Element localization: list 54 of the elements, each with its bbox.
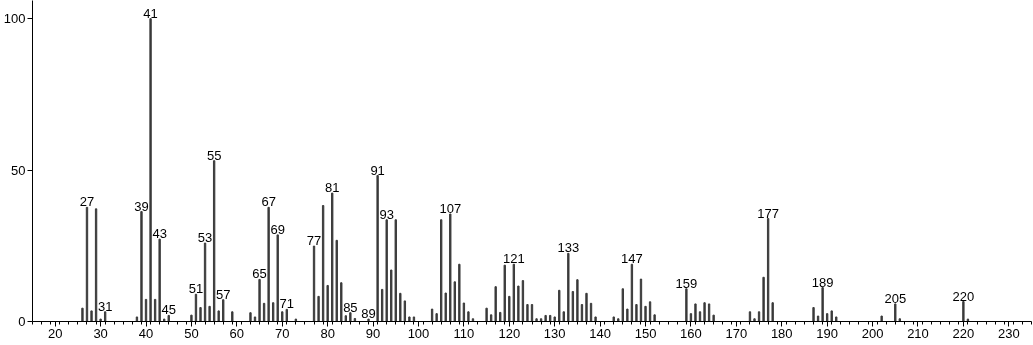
annotation: 133 <box>557 240 580 256</box>
annotation: 159 <box>675 275 698 291</box>
annotation: 45 <box>161 302 176 318</box>
y-tick-label: 0 <box>18 314 26 329</box>
annotation: 85 <box>343 299 358 315</box>
annotation: 43 <box>152 226 167 242</box>
annotation: 77 <box>306 233 322 249</box>
annotation: 107 <box>439 201 462 216</box>
y-tick-label: 100 <box>3 11 26 27</box>
x-tick-label: 230 <box>997 325 1020 341</box>
x-tick-label: 110 <box>453 325 475 341</box>
annotation: 39 <box>134 198 149 214</box>
annotation: 65 <box>252 266 267 282</box>
annotation: 220 <box>952 288 975 304</box>
annotation: 57 <box>215 286 231 302</box>
annotation: 67 <box>261 194 276 210</box>
annotation: 205 <box>884 290 907 306</box>
annotation: 31 <box>97 298 113 314</box>
annotation: 51 <box>188 281 204 297</box>
annotation: 41 <box>143 5 158 21</box>
annotation: 147 <box>621 251 643 267</box>
x-tick-label: 50 <box>184 325 199 341</box>
x-tick-label: 40 <box>138 325 154 341</box>
annotation: 91 <box>370 162 385 178</box>
annotation: 69 <box>270 221 285 237</box>
x-tick-label: 160 <box>680 325 702 341</box>
x-tick-label: 210 <box>907 325 929 341</box>
x-tick-label: 30 <box>93 325 108 341</box>
annotation: 189 <box>811 274 834 290</box>
x-tick-label: 180 <box>770 325 793 341</box>
x-tick-label: 130 <box>543 325 566 341</box>
x-tick-label: 100 <box>407 325 430 341</box>
x-tick-label: 20 <box>47 325 63 341</box>
annotation: 177 <box>757 205 779 221</box>
y-tick-label: 50 <box>11 162 26 178</box>
x-tick-label: 90 <box>365 325 381 341</box>
x-tick-label: 220 <box>952 325 975 341</box>
annotation: 53 <box>197 230 213 246</box>
x-tick-label: 190 <box>816 325 839 341</box>
x-tick-label: 80 <box>320 325 335 341</box>
x-tick-label: 150 <box>634 325 657 341</box>
x-tick-label: 200 <box>861 325 884 341</box>
x-tick-label: 60 <box>229 325 245 341</box>
annotation: 55 <box>206 147 222 163</box>
x-tick-label: 120 <box>498 325 521 341</box>
annotation: 71 <box>279 296 295 312</box>
annotation: 93 <box>379 206 394 222</box>
x-tick-label: 170 <box>725 325 748 341</box>
annotation: 81 <box>324 180 340 196</box>
x-tick-label: 70 <box>275 325 290 341</box>
annotation: 27 <box>79 194 95 210</box>
annotation: 121 <box>502 251 525 267</box>
annotation: 89 <box>361 306 376 322</box>
x-tick-label: 140 <box>589 325 611 341</box>
